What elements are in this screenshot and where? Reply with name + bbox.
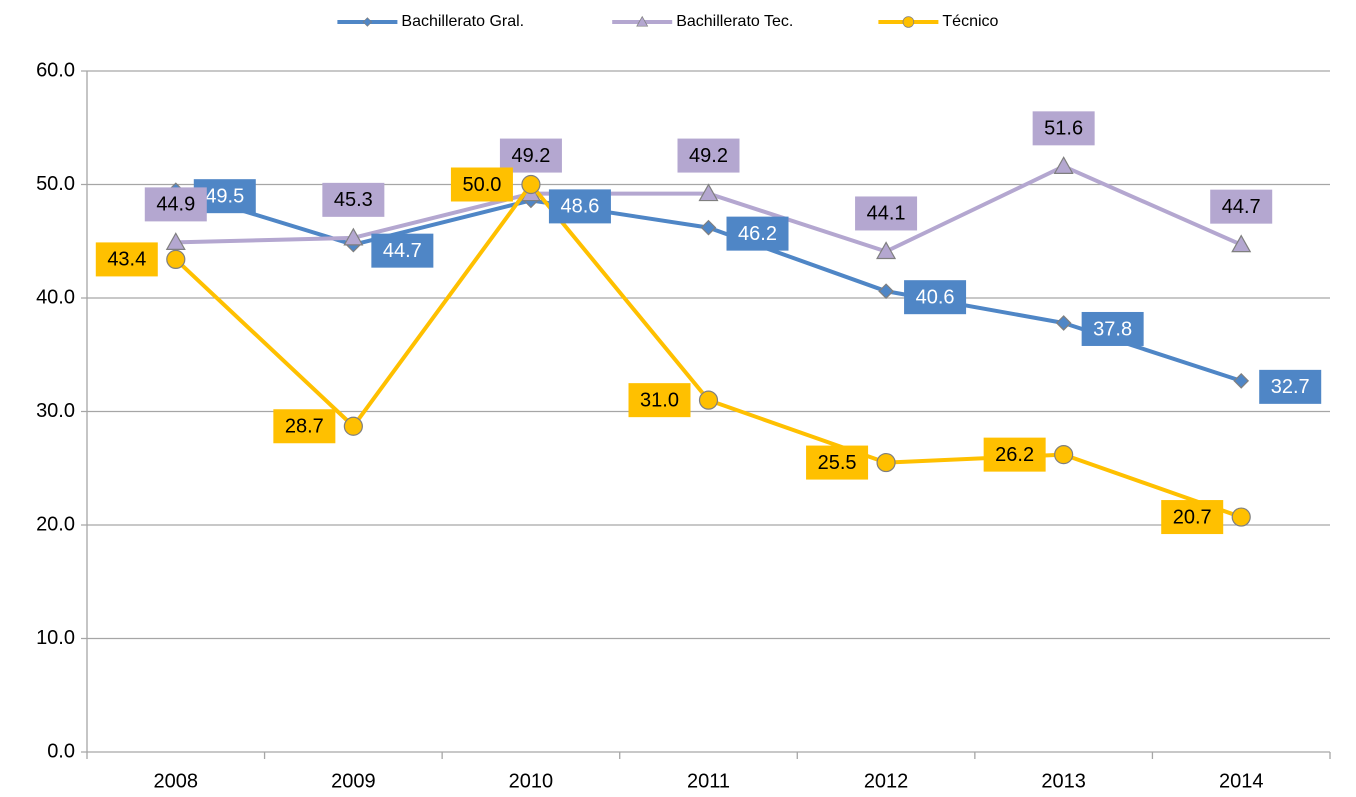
marker — [878, 283, 894, 300]
marker — [1231, 234, 1252, 253]
y-tick-label: 20.0 — [36, 513, 75, 535]
data-label-box — [855, 196, 918, 231]
legend-item: Técnico — [878, 13, 999, 30]
data-labels: 43.4 28.7 50.0 31.0 25.5 26.2 20.7 — [95, 167, 1224, 535]
data-label: 48.6 — [560, 196, 599, 218]
data-label-box — [1210, 189, 1273, 224]
data-label-box — [1259, 369, 1322, 404]
data-label: 44.7 — [383, 240, 422, 262]
data-labels: 44.9 45.3 49.2 49.2 44.1 51.6 44.7 — [144, 111, 1273, 231]
legend-item: Bachillerato Gral. — [337, 13, 524, 30]
marker — [876, 241, 897, 260]
data-label-box — [273, 409, 336, 444]
data-label-box — [677, 138, 740, 173]
y-tick-label: 0.0 — [47, 740, 75, 762]
data-label-box — [371, 233, 434, 268]
data-label-box — [983, 437, 1046, 472]
marker — [698, 183, 719, 202]
data-label-box — [806, 445, 869, 480]
data-label-box — [499, 138, 562, 173]
data-label: 25.5 — [818, 452, 857, 474]
marker — [636, 15, 649, 27]
y-tick-label: 50.0 — [36, 173, 75, 195]
marker — [521, 174, 541, 195]
marker — [343, 227, 364, 246]
data-label: 31.0 — [640, 389, 679, 411]
marker — [166, 249, 186, 270]
marker — [698, 390, 719, 410]
x-tick-label: 2010 — [509, 770, 554, 792]
x-tick-label: 2011 — [687, 770, 730, 792]
data-label-box — [144, 187, 207, 222]
x-tick-label: 2008 — [154, 770, 199, 792]
data-labels: 49.5 44.7 48.6 46.2 40.6 37.8 32.7 — [193, 179, 1322, 404]
marker — [1054, 445, 1074, 465]
legend-label: Bachillerato Gral. — [401, 13, 524, 30]
legend-item: Bachillerato Tec. — [612, 13, 793, 30]
series — [166, 174, 1251, 527]
data-label: 46.2 — [738, 223, 777, 245]
data-label: 50.0 — [462, 174, 501, 196]
marker — [1231, 507, 1251, 527]
data-label: 28.7 — [285, 416, 324, 438]
x-tick-label: 2013 — [1041, 770, 1086, 792]
data-label-box — [1161, 500, 1224, 535]
data-label: 44.1 — [867, 203, 906, 225]
y-tick-label: 60.0 — [36, 59, 75, 81]
y-tick-label: 40.0 — [36, 286, 75, 308]
data-label: 49.2 — [511, 145, 550, 167]
legend-label: Técnico — [942, 13, 998, 30]
marker — [876, 452, 896, 473]
marker — [1053, 156, 1074, 174]
data-label: 45.3 — [334, 189, 373, 211]
data-label-box — [904, 280, 967, 315]
marker — [1233, 373, 1250, 389]
marker — [902, 16, 915, 28]
data-label: 40.6 — [916, 286, 955, 308]
data-label: 49.2 — [689, 145, 728, 167]
data-label-box — [1081, 311, 1144, 346]
data-label: 32.7 — [1271, 376, 1310, 398]
data-label: 51.6 — [1044, 118, 1083, 140]
data-label-box — [450, 167, 513, 202]
data-label: 44.9 — [156, 194, 195, 216]
data-label: 49.5 — [205, 185, 244, 207]
x-tick-label: 2009 — [331, 770, 376, 792]
marker — [1055, 315, 1072, 331]
marker — [343, 416, 363, 436]
data-label-box — [1032, 111, 1095, 146]
series-line — [175, 188, 1242, 383]
data-label-box — [322, 182, 385, 217]
x-tick-label: 2014 — [1219, 770, 1264, 792]
x-tick-label: 2012 — [864, 770, 909, 792]
data-label-box — [726, 216, 789, 251]
data-label: 20.7 — [1173, 506, 1212, 528]
marker — [700, 219, 717, 236]
y-tick-label: 30.0 — [36, 400, 75, 422]
data-label-box — [548, 189, 611, 224]
data-label: 43.4 — [107, 249, 146, 271]
marker — [362, 17, 373, 27]
legend-label: Bachillerato Tec. — [676, 13, 793, 30]
data-label: 26.2 — [995, 444, 1034, 466]
data-label: 37.8 — [1093, 318, 1132, 340]
data-label-box — [95, 242, 158, 277]
marker — [165, 232, 186, 250]
data-label: 44.7 — [1222, 196, 1261, 218]
y-tick-label: 10.0 — [36, 627, 75, 649]
data-label-box — [628, 383, 691, 418]
